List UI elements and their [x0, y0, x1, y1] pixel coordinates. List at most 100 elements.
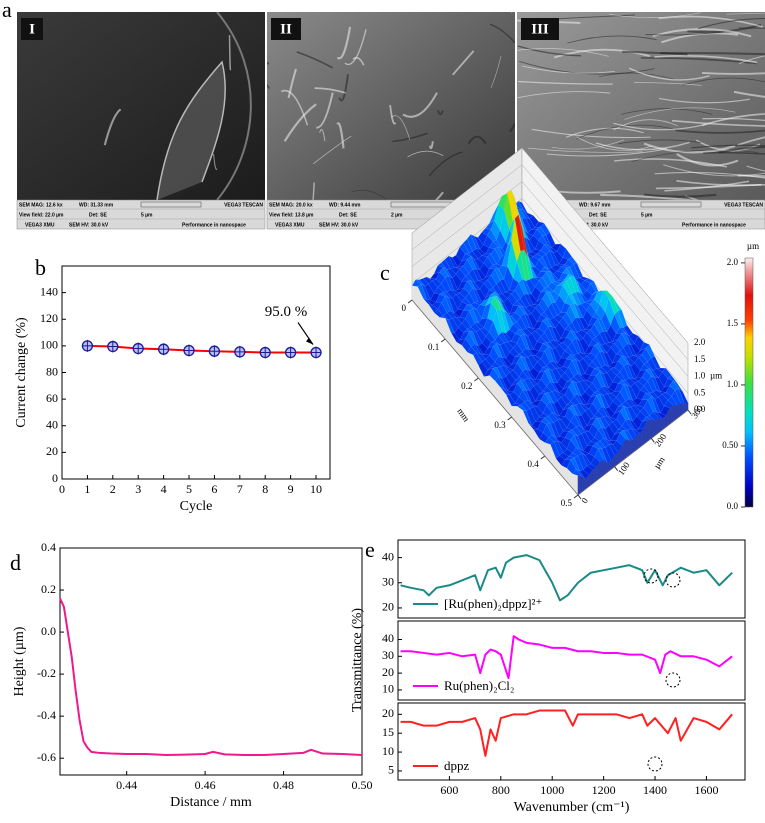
data-line	[400, 554, 733, 602]
wrinkle	[467, 135, 487, 145]
y-tick-label: 40	[46, 418, 58, 432]
footer-text: WD: 31.33 mm	[79, 202, 114, 208]
wrinkle	[283, 103, 317, 142]
grid-line	[411, 181, 689, 377]
marker-group	[183, 344, 195, 357]
x-tick-label: 1600	[694, 783, 718, 797]
wrinkle	[631, 149, 758, 162]
y-tick-label: 20	[382, 706, 394, 720]
footer-text: SEM MAG: 20.0 kx	[269, 202, 313, 208]
dashed-circle	[647, 756, 663, 772]
marker-group	[284, 346, 297, 359]
wrinkle	[510, 12, 513, 13]
colorbar-tick-label: 0.0	[727, 501, 739, 511]
x-tick	[474, 377, 479, 382]
wrinkle	[658, 97, 750, 104]
legend-label: [Ru(phen)₂dppz]²⁺	[444, 596, 542, 611]
scale-gadget	[140, 201, 202, 208]
wrinkle	[522, 65, 615, 74]
marker-group	[81, 339, 94, 352]
data-line	[400, 635, 733, 680]
data-line	[400, 709, 733, 757]
x-tick-label: 800	[492, 783, 510, 797]
grid-line	[411, 164, 689, 360]
colorbar-tick-label: 0.50	[722, 440, 738, 450]
wrinkle	[621, 108, 713, 115]
x-tick-label: 0.1	[428, 342, 439, 352]
footer-text: WD: 9.44 mm	[329, 202, 361, 208]
wrinkle	[628, 67, 710, 81]
wrinkle	[652, 28, 752, 38]
texture	[103, 12, 252, 200]
y-tick-label: 40	[382, 631, 394, 645]
z-tick-label: 1.5	[694, 354, 706, 364]
z-tick-label: 1.0	[694, 371, 706, 381]
wrinkle	[351, 189, 386, 200]
wrinkle	[518, 80, 613, 85]
y-tick-label: 0.0	[41, 624, 56, 638]
y-tick-label: 10	[382, 682, 394, 696]
marker-cross	[311, 346, 322, 359]
wrinkle	[392, 132, 428, 143]
annotation: 95.0 %	[265, 304, 308, 320]
x-tick-label: 1000	[540, 783, 564, 797]
footer-text: Det: SE	[589, 212, 607, 218]
y-tick-label: 20	[382, 665, 394, 679]
colorbar-tick-label: 2.0	[727, 257, 739, 267]
data-line	[87, 344, 317, 354]
wrinkle	[702, 117, 765, 122]
marker-group	[208, 345, 221, 358]
x-tick-label: 4	[161, 482, 167, 496]
wrinkle	[319, 128, 326, 142]
wrinkle	[436, 109, 444, 116]
y-tick-label: 120	[40, 311, 58, 325]
marker-cross	[260, 346, 271, 359]
footer-text: SEM HV: 30.0 kV	[569, 222, 609, 228]
label-box	[521, 18, 559, 40]
wrinkle	[682, 77, 765, 86]
marker-group	[132, 342, 144, 355]
y-tick-label: -0.4	[37, 708, 56, 722]
x-tick-label: 1400	[643, 783, 667, 797]
annotation-circles	[643, 568, 681, 772]
y-axis-label: Height (µm)	[12, 626, 27, 696]
y-tick	[650, 438, 655, 443]
grid-line	[411, 147, 689, 344]
plot-frame	[397, 702, 746, 781]
footer-text: VEGA3 XMU	[25, 222, 55, 228]
y-axis-label: µm	[652, 455, 667, 471]
wrinkle	[509, 122, 515, 133]
x-tick-label: 1	[84, 482, 90, 496]
footer-text: Det: SE	[89, 212, 107, 218]
wrinkle	[640, 57, 758, 65]
footer-text: VEGA3 TESCAN	[224, 202, 263, 208]
x-tick-label: 0.2	[461, 381, 472, 391]
wrinkle	[658, 15, 763, 28]
y-tick-label: 5	[388, 763, 394, 777]
wrinkle	[645, 31, 724, 36]
footer-text: SEM HV: 30.0 kV	[69, 222, 109, 228]
colorbar-label: µm	[747, 241, 759, 251]
wrinkle	[267, 61, 270, 65]
marker-cross	[234, 345, 245, 358]
surface	[411, 189, 689, 496]
x-tick-label: 10	[310, 482, 322, 496]
x-tick	[573, 494, 579, 499]
wrinkle	[517, 48, 609, 57]
wrinkle	[618, 139, 701, 145]
x-axis-label: Distance / mm	[170, 795, 252, 810]
wrinkle	[691, 144, 765, 149]
wrinkle	[654, 171, 765, 179]
x-tick-label: 6	[211, 482, 217, 496]
wrinkle	[103, 108, 122, 146]
panel-label: d	[10, 550, 21, 575]
footer-text: WD: 9.67 mm	[579, 202, 611, 208]
x-tick-label: 0	[59, 482, 65, 496]
image-label: II	[280, 21, 292, 37]
y-tick-label: 0	[579, 495, 590, 505]
panel-label: a	[2, 0, 12, 22]
x-tick-label: 5	[186, 482, 192, 496]
y-tick-label: 0.4	[41, 540, 56, 554]
